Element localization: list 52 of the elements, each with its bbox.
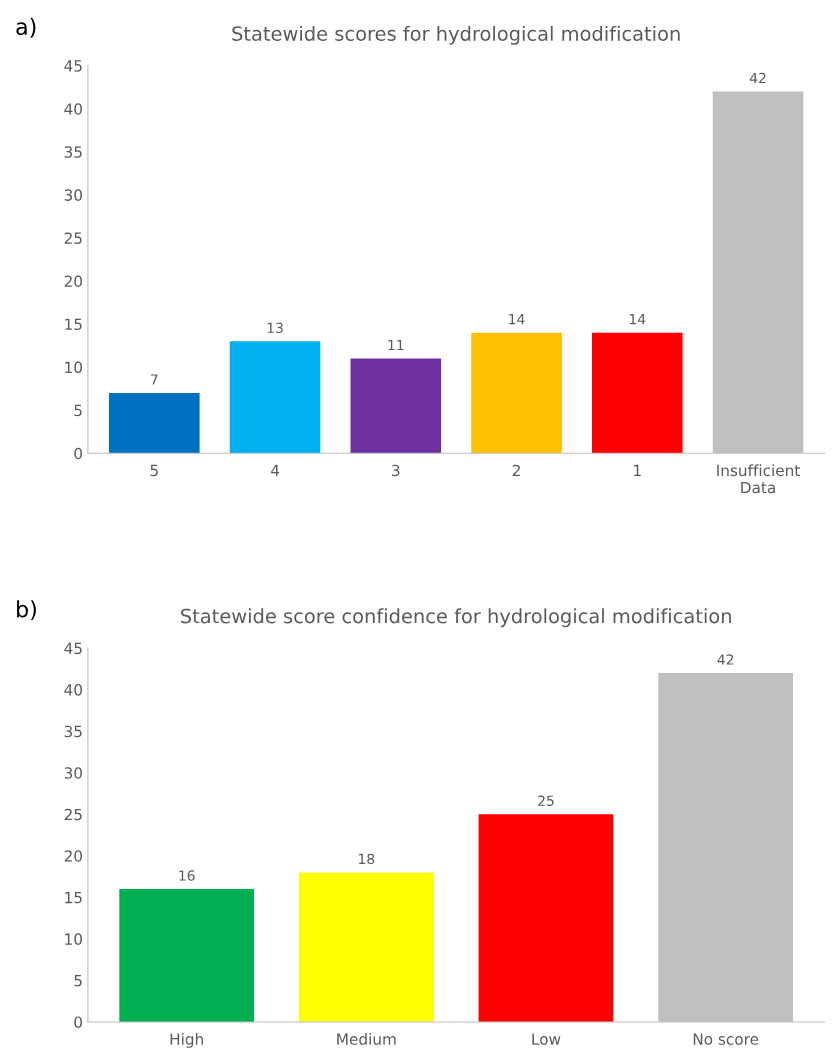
- y-tick-label: 35: [64, 146, 82, 158]
- y-tick-label: 15: [65, 891, 82, 904]
- y-tick-label: 40: [64, 684, 83, 696]
- bar: [478, 814, 614, 1022]
- y-tick-label: 10: [65, 361, 83, 374]
- y-tick-label: 20: [64, 275, 83, 288]
- x-tick-label: Medium: [337, 1033, 396, 1045]
- chart-title: Statewide score confidence for hydrological modification: [181, 608, 731, 628]
- data-label: 14: [509, 314, 525, 325]
- data-label: 14: [629, 314, 646, 325]
- y-tick-label: 30: [64, 189, 83, 201]
- y-tick-label: 25: [64, 808, 82, 821]
- data-label: 42: [717, 654, 734, 665]
- x-tick-label: Low: [532, 1033, 561, 1045]
- bar: [471, 332, 562, 454]
- data-label: 18: [359, 853, 375, 865]
- bar: [109, 392, 200, 454]
- y-tick-label: 40: [64, 103, 83, 115]
- x-tick-label: No score: [693, 1033, 759, 1045]
- x-tick-label: 1: [634, 464, 641, 476]
- bar: [229, 341, 321, 454]
- y-tick-label: 45: [64, 642, 82, 655]
- x-tick-label: 2: [512, 464, 520, 476]
- y-tick-label: 20: [64, 850, 83, 862]
- y-tick-label: 5: [74, 975, 82, 987]
- data-label: 16: [179, 870, 195, 881]
- x-tick-label: 5: [150, 464, 158, 477]
- y-tick-label: 45: [64, 60, 82, 72]
- data-label: 13: [267, 322, 283, 334]
- y-tick-label: 10: [65, 933, 83, 945]
- y-tick-label: 5: [74, 404, 82, 417]
- y-tick-label: 30: [64, 767, 83, 779]
- chart-title: Statewide scores for hydrological modification: [232, 25, 680, 45]
- y-tick-label: 0: [74, 1016, 83, 1028]
- data-label: 25: [538, 795, 554, 807]
- bar: [350, 358, 442, 454]
- y-tick-label: 35: [64, 725, 82, 738]
- data-label: 11: [388, 339, 404, 351]
- text: b): [17, 600, 36, 621]
- x-tick-label: 3: [392, 464, 400, 477]
- y-tick-label: 0: [74, 447, 83, 460]
- bar: [119, 889, 255, 1022]
- y-tick-label: 25: [64, 232, 82, 244]
- x-tick-label: Insufficient Data: [717, 464, 800, 494]
- x-tick-label: High: [170, 1033, 203, 1048]
- text: a): [16, 17, 36, 38]
- data-label: 42: [749, 72, 766, 84]
- data-label: 7: [151, 374, 158, 385]
- bar: [592, 332, 683, 454]
- x-tick-label: 4: [270, 464, 280, 476]
- bar: [298, 872, 434, 1022]
- y-tick-label: 15: [65, 318, 82, 331]
